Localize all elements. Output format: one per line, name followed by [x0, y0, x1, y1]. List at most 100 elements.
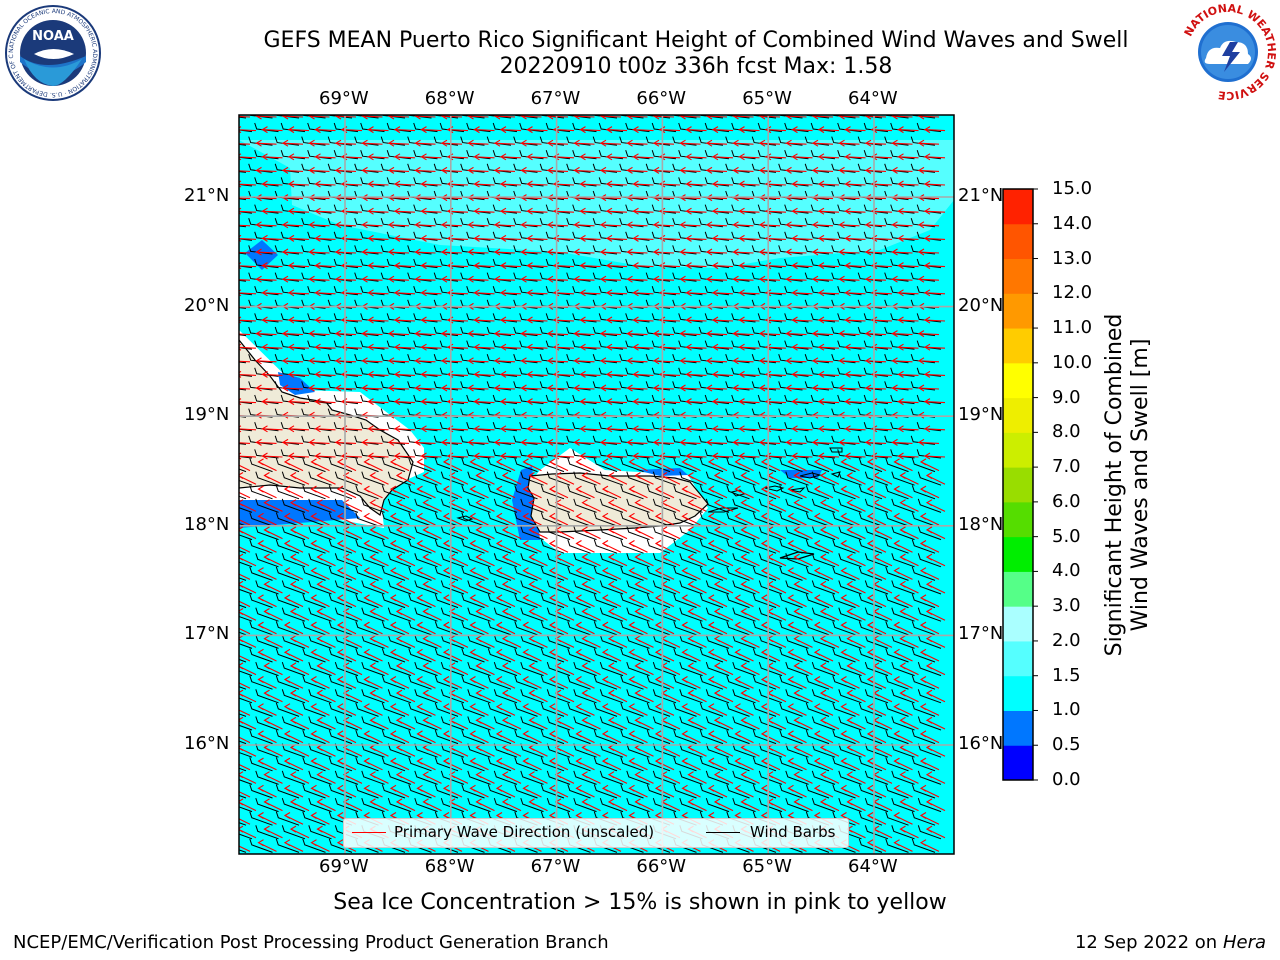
wind-barb	[492, 313, 518, 323]
wind-barb	[784, 150, 809, 160]
wind-barb	[573, 797, 597, 813]
wind-barb	[407, 136, 432, 146]
wave-direction-arrow	[866, 458, 887, 472]
wave-direction-arrow	[817, 452, 840, 460]
wind-barb	[704, 122, 730, 133]
wave-direction-arrow	[257, 757, 277, 771]
wind-barb	[249, 838, 273, 853]
wave-direction-arrow	[472, 153, 495, 161]
wave-direction-arrow	[758, 115, 781, 120]
wave-direction-arrow	[864, 248, 887, 256]
wave-direction-arrow	[393, 343, 416, 351]
wave-direction-arrow	[837, 166, 860, 174]
wind-barb	[386, 422, 412, 432]
wind-barb	[831, 326, 856, 337]
wind-barb	[487, 512, 512, 527]
wind-barb	[486, 272, 512, 282]
wind-barb	[381, 457, 406, 473]
wind-barb	[408, 593, 432, 609]
wind-barb	[486, 326, 512, 337]
wave-direction-arrow	[239, 825, 257, 839]
wind-barb	[678, 367, 703, 377]
wave-direction-arrow	[758, 139, 781, 147]
wave-direction-arrow	[395, 553, 416, 567]
wind-barb	[805, 729, 830, 745]
wind-barb	[672, 354, 697, 364]
wave-direction-arrow	[681, 784, 701, 798]
colorbar-tick-label: 0.5	[1052, 734, 1081, 756]
wind-barb	[752, 729, 777, 745]
wind-barb	[493, 661, 518, 677]
wind-barb	[620, 784, 644, 799]
wave-direction-arrow	[899, 580, 919, 594]
wave-direction-arrow	[846, 771, 866, 784]
wave-direction-arrow	[316, 472, 336, 485]
wind-barb	[414, 553, 438, 568]
wave-direction-arrow	[652, 357, 675, 365]
wave-direction-arrow	[601, 485, 622, 499]
wave-direction-arrow	[475, 499, 495, 512]
wind-barb	[546, 471, 571, 486]
wind-barb	[274, 136, 300, 146]
wind-barb	[274, 381, 300, 391]
colorbar-segment	[1003, 362, 1033, 399]
wave-direction-arrow	[416, 512, 436, 526]
wave-direction-arrow	[890, 248, 913, 256]
wind-barb	[704, 231, 730, 241]
wind-barb	[467, 689, 491, 704]
wave-direction-arrow	[923, 234, 946, 242]
wind-barb	[461, 593, 485, 609]
wave-direction-arrow	[866, 594, 887, 608]
wave-direction-arrow	[287, 289, 310, 297]
wind-barb	[858, 457, 883, 473]
wind-barb	[281, 525, 306, 541]
wind-barb	[354, 354, 379, 364]
wave-direction-arrow	[760, 703, 781, 716]
wave-direction-arrow	[499, 316, 522, 324]
wind-barb	[567, 512, 591, 527]
wave-direction-arrow	[263, 825, 283, 839]
wind-barb	[732, 689, 756, 704]
wind-barb	[545, 340, 571, 350]
wind-barb	[731, 231, 756, 241]
wind-barb	[837, 394, 862, 405]
wind-barb	[910, 435, 936, 445]
wind-barb	[386, 122, 412, 133]
wave-direction-arrow	[360, 166, 383, 174]
wind-barb	[704, 313, 730, 323]
wind-barb	[699, 621, 724, 636]
wave-direction-arrow	[678, 166, 701, 174]
wind-barb	[355, 539, 379, 554]
wind-barb	[698, 326, 724, 337]
wind-barb	[493, 525, 518, 541]
wind-barb	[381, 566, 406, 581]
wind-barb	[414, 498, 438, 513]
wind-barb	[361, 716, 385, 731]
wave-direction-arrow	[925, 499, 946, 512]
wind-barb	[837, 286, 862, 296]
wind-barb	[546, 689, 571, 704]
wind-barb	[704, 204, 730, 214]
wind-barb	[275, 621, 300, 636]
wave-direction-arrow	[239, 546, 251, 553]
wave-direction-arrow	[316, 716, 336, 730]
wind-barb	[308, 689, 332, 704]
wind-barb	[599, 716, 624, 731]
wind-barb	[467, 797, 491, 813]
wave-direction-arrow	[819, 553, 840, 567]
wind-barb	[679, 797, 703, 813]
wave-direction-arrow	[758, 275, 781, 283]
wind-barb	[732, 525, 756, 541]
wave-direction-arrow	[387, 275, 410, 283]
wave-direction-arrow	[472, 343, 495, 351]
wave-direction-arrow	[260, 370, 283, 378]
wind-barb	[598, 313, 624, 323]
wave-direction-arrow	[713, 580, 734, 594]
wind-barb	[408, 729, 432, 745]
wind-barb	[275, 593, 300, 609]
wave-direction-arrow	[707, 648, 728, 662]
wind-barb	[758, 607, 783, 622]
wave-direction-arrow	[366, 234, 389, 242]
lon-label-top: 68°W	[424, 88, 475, 109]
wave-direction-arrow	[254, 275, 277, 283]
